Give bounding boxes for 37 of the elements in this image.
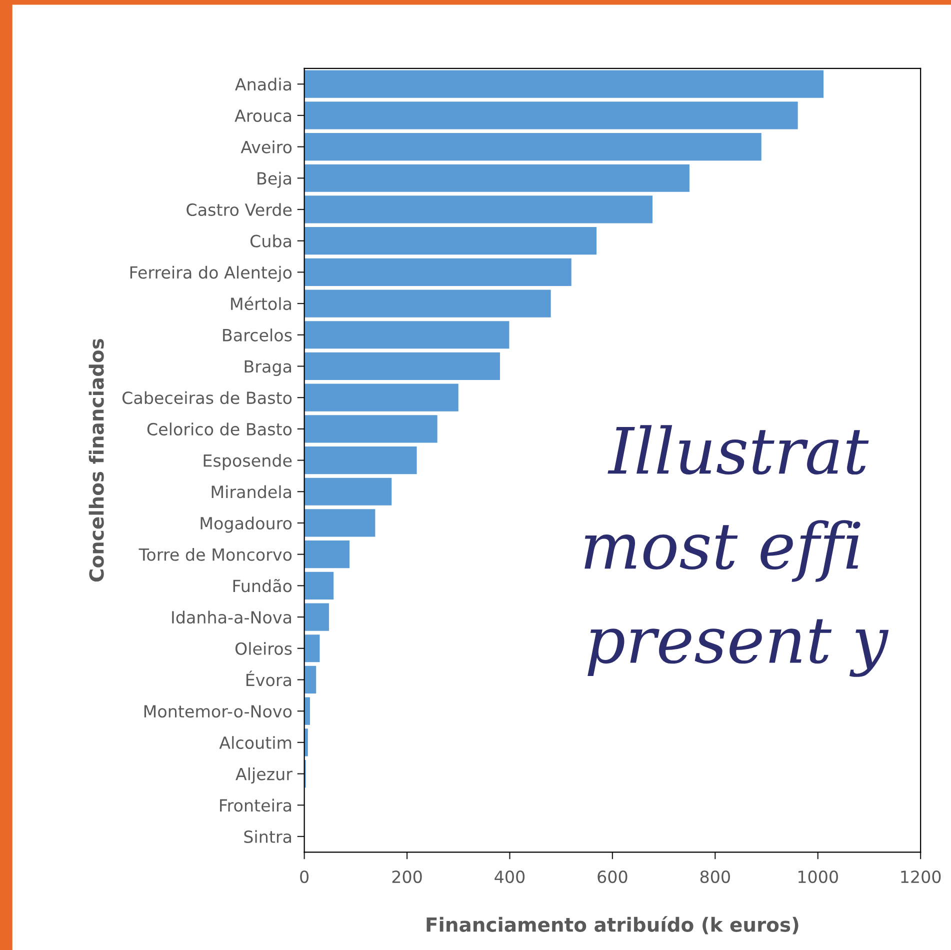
y-tick-label: Fundão xyxy=(233,579,292,592)
x-axis-title: Financiamento atribuído (k euros) xyxy=(426,916,798,934)
y-axis-title: Concelhos financiados xyxy=(88,338,104,582)
annotation: present y xyxy=(588,619,889,677)
y-tick-label: Mogadouro xyxy=(200,516,292,533)
x-tick-label: 400 xyxy=(494,870,525,884)
y-tick-label: Aveiro xyxy=(240,140,292,154)
y-tick-label: Cuba xyxy=(250,234,291,248)
y-tick-label: Cabeceiras de Basto xyxy=(122,391,292,404)
y-tick-label: Arouca xyxy=(234,110,291,122)
x-tick-label: 800 xyxy=(700,870,730,884)
y-tick-label: Esposende xyxy=(204,454,292,470)
y-tick-label: Fronteira xyxy=(220,798,292,812)
y-tick-label: Braga xyxy=(244,360,291,376)
annotation: Illustrat xyxy=(608,425,869,475)
annotation: most effi xyxy=(584,520,860,582)
y-tick-label: Castro Verde xyxy=(186,203,292,216)
y-tick-label: Ferreira do Alentejo xyxy=(130,266,292,282)
y-tick-label: Oleiros xyxy=(235,642,292,655)
y-tick-label: Mértola xyxy=(231,296,291,310)
y-tick-label: Alcoutim xyxy=(219,736,292,749)
x-tick-label: 600 xyxy=(598,870,628,884)
y-tick-label: Mirandela xyxy=(212,485,291,498)
y-tick-label: Idanha-a-Nova xyxy=(172,610,291,624)
y-tick-label: Barcelos xyxy=(223,328,292,342)
y-tick-label: Sintra xyxy=(244,830,292,844)
x-tick-label: 1000 xyxy=(798,870,838,884)
y-tick-label: Beja xyxy=(258,172,291,188)
y-tick-label: Torre de Moncorvo xyxy=(138,548,292,561)
y-tick-label: Montemor-o-Novo xyxy=(144,705,292,718)
x-tick-label: 200 xyxy=(392,870,422,884)
y-tick-label: Anadia xyxy=(235,78,291,91)
y-tick-label: Évora xyxy=(246,670,291,686)
y-tick-label: Celorico de Basto xyxy=(147,422,292,436)
y-tick-label: Aljezur xyxy=(236,767,293,784)
x-tick-label: 0 xyxy=(300,870,309,884)
x-tick-label: 1200 xyxy=(901,870,941,884)
